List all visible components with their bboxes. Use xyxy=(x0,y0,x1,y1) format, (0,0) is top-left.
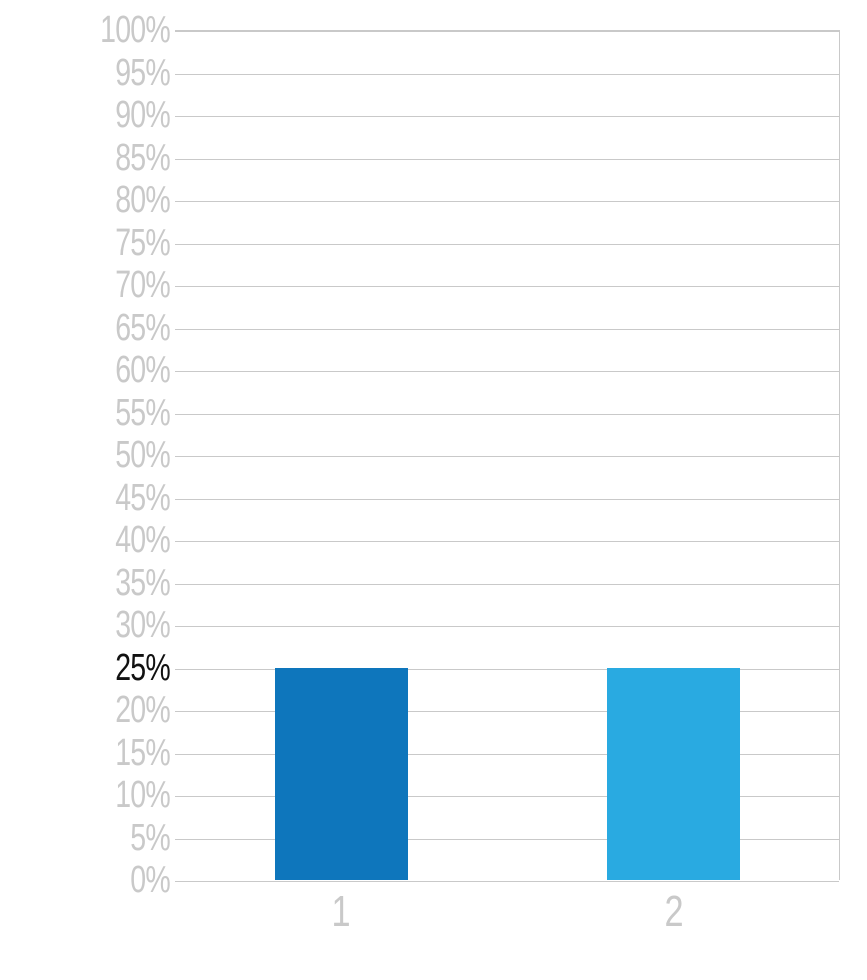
y-axis-tick-label: 10% xyxy=(95,776,170,814)
gridline xyxy=(175,456,839,457)
chart-plot-area xyxy=(175,30,840,880)
chart-bar xyxy=(275,668,408,881)
y-axis-tick-label: 15% xyxy=(95,734,170,772)
x-axis-tick-label: 1 xyxy=(332,890,351,934)
y-axis-tick-label: 90% xyxy=(95,96,170,134)
percentage-bar-chart: 0% 5% 10% 15% 20% 25% 30% 35% 40% 45% 50% 55% 60% 65%… xyxy=(70,30,840,950)
gridline xyxy=(175,201,839,202)
gridline xyxy=(175,499,839,500)
gridline xyxy=(175,371,839,372)
gridline xyxy=(175,329,839,330)
y-axis-tick-label: 80% xyxy=(95,181,170,219)
y-axis-tick-label: 50% xyxy=(95,436,170,474)
y-axis-tick-label: 60% xyxy=(95,351,170,389)
gridline xyxy=(175,584,839,585)
y-axis-tick-label: 25% xyxy=(95,649,170,687)
y-axis-tick-label: 40% xyxy=(95,521,170,559)
y-axis-tick-label: 100% xyxy=(95,11,170,49)
y-axis-tick-label: 35% xyxy=(95,564,170,602)
y-axis-tick-label: 70% xyxy=(95,266,170,304)
y-axis-tick-label: 0% xyxy=(95,861,170,899)
gridline xyxy=(175,159,839,160)
y-axis-tick-label: 75% xyxy=(95,224,170,262)
y-axis-tick-label: 85% xyxy=(95,139,170,177)
gridline xyxy=(175,31,839,32)
y-axis-tick-label: 45% xyxy=(95,479,170,517)
y-axis-tick-label: 95% xyxy=(95,54,170,92)
gridline xyxy=(175,286,839,287)
y-axis-tick-label: 65% xyxy=(95,309,170,347)
y-axis-tick-label: 30% xyxy=(95,606,170,644)
x-axis-tick-label: 2 xyxy=(664,890,683,934)
gridline xyxy=(175,244,839,245)
gridline xyxy=(175,626,839,627)
gridline xyxy=(175,541,839,542)
gridline xyxy=(175,74,839,75)
y-axis-tick-label: 5% xyxy=(95,819,170,857)
gridline xyxy=(175,414,839,415)
y-axis-tick-label: 55% xyxy=(95,394,170,432)
y-axis-tick-label: 20% xyxy=(95,691,170,729)
gridline xyxy=(175,116,839,117)
chart-bar xyxy=(607,668,740,881)
gridline xyxy=(175,881,839,882)
